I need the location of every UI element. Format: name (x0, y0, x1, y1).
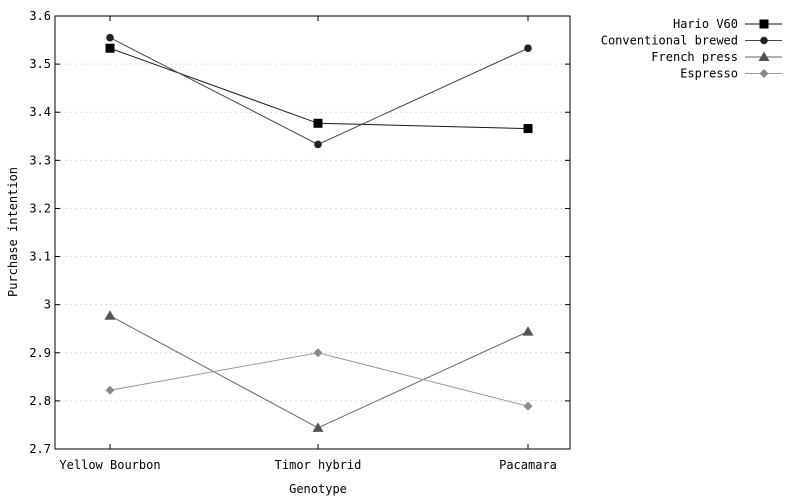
legend-marker (758, 51, 770, 61)
grid-lines (55, 63, 570, 402)
legend-label: Espresso (680, 67, 738, 81)
y-tick-label: 2.7 (29, 442, 51, 456)
data-point (312, 422, 324, 432)
x-tick-label: Pacamara (499, 458, 557, 472)
x-axis: Yellow Bourbon Timor hybrid Pacamara (59, 16, 557, 472)
series-layer (104, 33, 534, 432)
x-tick-label: Timor hybrid (275, 458, 362, 472)
y-tick-label: 2.8 (29, 394, 51, 408)
legend: Hario V60 Conventional brewed French press… (601, 17, 782, 81)
legend-label: Conventional brewed (601, 34, 738, 48)
y-tick-label: 3.1 (29, 250, 51, 264)
data-point (314, 140, 322, 149)
x-axis-label: Genotype (289, 482, 347, 496)
legend-marker (759, 19, 769, 29)
data-point (105, 43, 115, 53)
y-axis: 2.7 2.8 2.9 3 3.1 3.2 3.3 3.4 3.5 3.6 (29, 9, 570, 456)
y-tick-label: 3.2 (29, 201, 51, 215)
x-tick-label: Yellow Bourbon (59, 458, 160, 472)
y-axis-label: Purchase intention (6, 167, 20, 297)
data-point (313, 118, 323, 128)
series-line (109, 315, 529, 429)
y-tick-label: 3.5 (29, 57, 51, 71)
y-tick-label: 3.4 (29, 105, 51, 119)
plot-frame (54, 15, 571, 450)
series-line (109, 37, 529, 146)
y-tick-label: 3.6 (29, 9, 51, 23)
legend-marker (760, 36, 768, 45)
series-line (109, 47, 529, 130)
data-point (104, 310, 116, 320)
data-point (524, 44, 532, 53)
y-tick-label: 3.3 (29, 153, 51, 167)
data-point (313, 348, 323, 358)
data-point (523, 401, 533, 411)
legend-marker (759, 69, 769, 78)
legend-label: Hario V60 (673, 17, 738, 31)
data-point (105, 385, 115, 395)
data-point (106, 33, 114, 42)
legend-label: French press (651, 50, 738, 64)
data-point (522, 326, 534, 336)
y-tick-label: 3 (44, 298, 51, 312)
data-point (523, 124, 533, 134)
y-tick-label: 2.9 (29, 346, 51, 360)
